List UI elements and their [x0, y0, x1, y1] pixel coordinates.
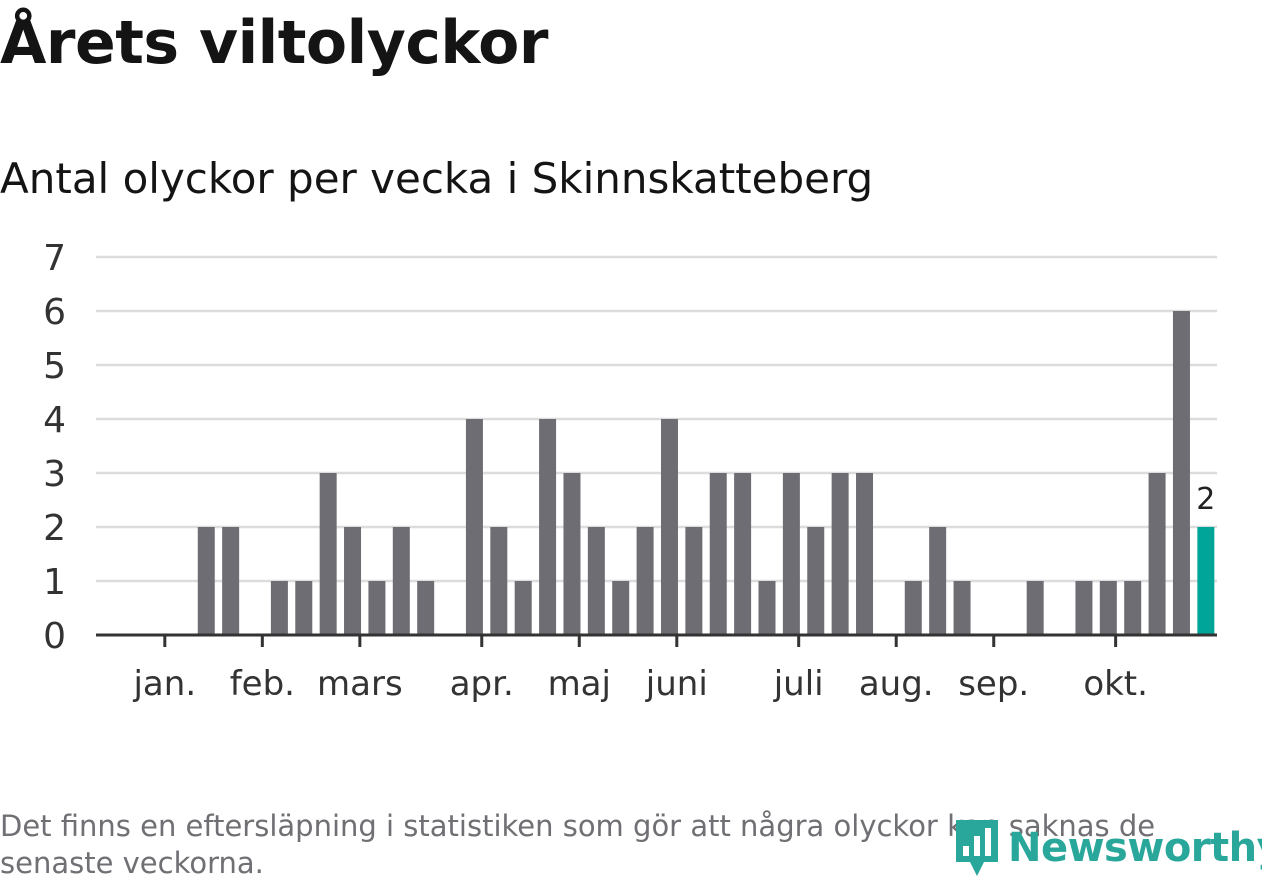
bar	[344, 527, 362, 635]
bar	[270, 581, 288, 635]
bar	[539, 419, 557, 635]
bar	[1124, 581, 1142, 635]
x-tick-label: maj	[548, 664, 611, 704]
data-label: 2	[1196, 482, 1215, 517]
bar	[660, 419, 678, 635]
bar	[709, 473, 727, 635]
bar	[417, 581, 435, 635]
bar	[904, 581, 922, 635]
x-tick-label: sep.	[958, 664, 1029, 704]
bar	[807, 527, 825, 635]
bar	[465, 419, 483, 635]
x-tick-label: aug.	[859, 664, 934, 704]
newsworthy-logo-icon	[956, 820, 998, 876]
bar	[1172, 311, 1190, 635]
y-tick-label: 6	[43, 292, 66, 333]
x-tick-label: okt.	[1083, 664, 1148, 704]
brand-logo: Newsworthy	[952, 816, 1262, 880]
bar	[295, 581, 313, 635]
bar	[636, 527, 654, 635]
bar	[587, 527, 605, 635]
bar	[490, 527, 508, 635]
bar	[514, 581, 532, 635]
chart-title: Årets viltolyckor	[0, 8, 549, 78]
y-tick-label: 4	[43, 400, 66, 441]
bar	[563, 473, 581, 635]
bar	[319, 473, 337, 635]
bar	[685, 527, 703, 635]
brand-name: Newsworthy	[1008, 825, 1262, 871]
x-tick-label: jan.	[132, 664, 196, 704]
bar	[1075, 581, 1093, 635]
bar	[1099, 581, 1117, 635]
y-tick-label: 3	[43, 454, 66, 495]
bar	[222, 527, 240, 635]
x-tick-label: mars	[317, 664, 403, 704]
y-tick-label: 7	[43, 238, 66, 279]
highlighted-bar	[1197, 527, 1215, 635]
x-tick-label: juni	[645, 664, 708, 704]
bar	[758, 581, 776, 635]
bar	[831, 473, 849, 635]
bar	[392, 527, 410, 635]
x-tick-label: apr.	[450, 664, 514, 704]
bar	[929, 527, 947, 635]
bar	[856, 473, 874, 635]
bar	[782, 473, 800, 635]
y-tick-label: 2	[43, 508, 66, 549]
chart-subtitle: Antal olyckor per vecka i Skinnskatteber…	[0, 154, 874, 203]
bar	[368, 581, 386, 635]
y-tick-label: 0	[43, 616, 66, 657]
bar	[197, 527, 215, 635]
bar	[953, 581, 971, 635]
x-tick-label: juli	[773, 664, 824, 704]
bar	[612, 581, 630, 635]
bar	[734, 473, 752, 635]
bar	[1026, 581, 1044, 635]
bar	[1148, 473, 1166, 635]
x-tick-label: feb.	[230, 664, 295, 704]
y-tick-label: 1	[43, 562, 66, 603]
y-tick-label: 5	[43, 346, 66, 387]
bar-chart: 0 1 2 3 4 5 6 7 2 jan. feb. mars apr. maj juni juli aug.…	[43, 238, 1217, 704]
